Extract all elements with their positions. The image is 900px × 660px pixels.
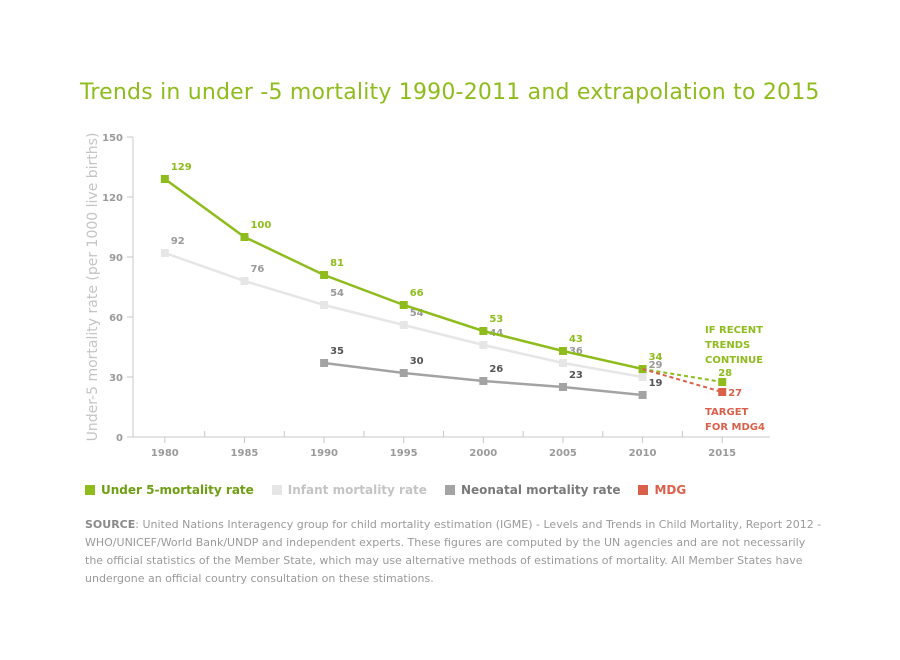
data-label-2: 35 — [330, 346, 344, 357]
data-point-1 — [638, 373, 647, 381]
legend-item-under5: Under 5-mortality rate — [85, 483, 254, 497]
data-point-2 — [558, 383, 567, 391]
legend-label-under5: Under 5-mortality rate — [101, 483, 254, 497]
data-label-1: 54 — [330, 288, 344, 299]
y-tick-label: 60 — [109, 313, 123, 324]
data-point-0 — [320, 271, 329, 279]
x-tick-label: 1990 — [310, 448, 338, 459]
x-tick-label: 1980 — [151, 448, 179, 459]
annotation-trends-line: CONTINUE — [705, 355, 763, 366]
data-label-0: 129 — [171, 162, 192, 173]
data-point-1 — [160, 249, 169, 257]
y-tick-label: 150 — [102, 133, 123, 144]
source-note: SOURCE: United Nations Interagency group… — [85, 516, 825, 588]
extrapolation-label-1: 27 — [728, 388, 742, 399]
legend-swatch-neonatal — [444, 485, 455, 495]
data-label-2: 26 — [489, 364, 503, 375]
y-tick-label: 0 — [116, 433, 123, 444]
data-label-0: 81 — [330, 258, 344, 269]
data-label-1: 92 — [171, 236, 185, 247]
annotation-trends-line: IF RECENT — [705, 325, 763, 336]
data-point-0 — [399, 301, 408, 309]
data-label-2: 23 — [569, 370, 583, 381]
annotation-target-line: TARGET — [705, 407, 749, 418]
y-tick-label: 30 — [109, 373, 123, 384]
source-text: : United Nations Interagency group for c… — [85, 518, 822, 585]
data-point-1 — [399, 321, 408, 329]
line-chart: 0 30 60 90 120 150 1980 1985 1990 1995 2000 2005 201… — [85, 133, 770, 459]
chart-title: Trends in under -5 mortality 1990-2011 a… — [80, 80, 820, 105]
annotation-target-line: FOR MDG4 — [705, 422, 765, 433]
legend-label-neonatal: Neonatal mortality rate — [460, 483, 621, 497]
data-point-0 — [240, 233, 249, 241]
extrapolation-point-1 — [718, 388, 727, 396]
chart-legend: Under 5-mortality rate Infant mortality … — [85, 483, 686, 497]
data-point-0 — [558, 347, 567, 355]
data-point-0 — [160, 175, 169, 183]
legend-label-infant: Infant mortality rate — [287, 483, 427, 497]
data-label-0: 66 — [410, 288, 424, 299]
data-point-2 — [638, 391, 647, 399]
series-line-1 — [164, 251, 643, 379]
y-axis-label: Under-5 mortality rate (per 1000 live bi… — [85, 133, 101, 442]
data-label-1: 76 — [250, 264, 264, 275]
data-label-0: 53 — [489, 314, 503, 325]
x-tick-label: 2005 — [549, 448, 577, 459]
data-label-0: 34 — [649, 352, 663, 363]
x-tick-label: 1995 — [390, 448, 418, 459]
x-tick-label: 2015 — [708, 448, 736, 459]
legend-swatch-infant — [271, 485, 282, 495]
data-point-2 — [479, 377, 488, 385]
source-label: SOURCE — [85, 518, 136, 531]
data-label-0: 100 — [250, 220, 271, 231]
x-tick-label: 2000 — [469, 448, 497, 459]
data-label-2: 19 — [649, 378, 663, 389]
data-label-0: 43 — [569, 334, 583, 345]
extrapolation-label-0: 28 — [718, 368, 732, 379]
data-point-2 — [399, 369, 408, 377]
data-point-2 — [320, 359, 329, 367]
data-point-0 — [479, 327, 488, 335]
legend-label-mdg: MDG — [654, 483, 687, 497]
data-point-1 — [240, 277, 249, 285]
x-tick-label: 2010 — [629, 448, 657, 459]
extrapolation-point-0 — [718, 378, 727, 386]
data-point-1 — [558, 359, 567, 367]
x-tick-label: 1985 — [231, 448, 259, 459]
annotation-trends-line: TRENDS — [705, 340, 750, 351]
legend-item-mdg: MDG — [638, 483, 686, 497]
legend-swatch-under5 — [85, 485, 95, 495]
data-point-1 — [320, 301, 329, 309]
data-label-1: 54 — [410, 308, 424, 319]
legend-item-infant: Infant mortality rate — [271, 483, 427, 497]
legend-item-neonatal: Neonatal mortality rate — [444, 483, 621, 497]
legend-swatch-mdg — [638, 485, 649, 495]
data-label-2: 30 — [410, 356, 424, 367]
y-tick-label: 90 — [109, 253, 123, 264]
data-label-1: 29 — [649, 360, 663, 371]
data-point-1 — [479, 341, 488, 349]
data-label-1: 36 — [569, 346, 583, 357]
y-tick-label: 120 — [102, 193, 123, 204]
